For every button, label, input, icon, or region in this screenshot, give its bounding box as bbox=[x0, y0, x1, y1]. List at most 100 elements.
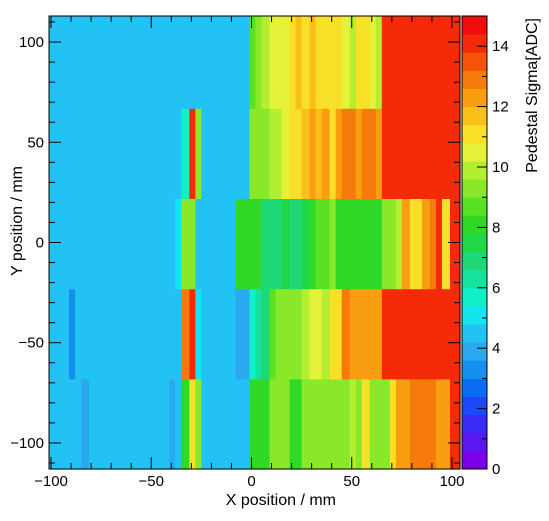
heatmap-cell bbox=[89, 378, 96, 470]
heatmap-cell bbox=[49, 108, 56, 199]
heatmap-cell bbox=[81, 108, 90, 199]
heatmap-cell bbox=[381, 198, 391, 290]
heatmap-cell bbox=[229, 108, 237, 199]
heatmap-cell bbox=[195, 378, 202, 470]
heatmap-cell bbox=[381, 108, 391, 199]
heatmap-cell bbox=[181, 108, 190, 199]
heatmap-cell bbox=[201, 288, 210, 380]
palette-swatch bbox=[462, 360, 487, 379]
z-tick-label: 2 bbox=[492, 401, 500, 418]
heatmap-cell bbox=[155, 16, 162, 109]
heatmap-cell bbox=[181, 16, 190, 109]
heatmap-cell bbox=[355, 16, 363, 109]
heatmap-cell bbox=[441, 108, 451, 199]
heatmap-cell bbox=[329, 108, 337, 199]
heatmap-cell bbox=[415, 16, 423, 109]
heatmap-cell bbox=[301, 108, 311, 199]
heatmap-cell bbox=[369, 16, 377, 109]
heatmap-cell bbox=[109, 288, 116, 380]
heatmap-cell bbox=[361, 378, 371, 470]
heatmap-cell bbox=[361, 16, 371, 109]
heatmap-cell bbox=[241, 378, 251, 470]
heatmap-cell bbox=[109, 378, 116, 470]
heatmap-cell bbox=[209, 288, 216, 380]
heatmap-cell bbox=[241, 16, 251, 109]
heatmap-cell bbox=[389, 198, 397, 290]
heatmap-cell bbox=[435, 288, 443, 380]
heatmap-cell bbox=[169, 378, 176, 470]
heatmap-cell bbox=[221, 288, 231, 380]
heatmap-cell bbox=[69, 378, 76, 470]
heatmap-cell bbox=[261, 108, 271, 199]
heatmap-cell bbox=[355, 108, 363, 199]
heatmap-cell bbox=[221, 378, 231, 470]
heatmap-cell bbox=[261, 288, 271, 380]
z-tick-label: 0 bbox=[492, 461, 500, 478]
heatmap-cell bbox=[275, 378, 283, 470]
heatmap-cell bbox=[309, 108, 317, 199]
heatmap-cell bbox=[375, 378, 383, 470]
heatmap-cell bbox=[115, 288, 122, 380]
heatmap-cell bbox=[75, 108, 82, 199]
heatmap-cell bbox=[95, 198, 102, 290]
heatmap-cell bbox=[295, 108, 303, 199]
heatmap-cell bbox=[395, 198, 403, 290]
heatmap-cell bbox=[289, 288, 297, 380]
y-axis-title: Y position / mm bbox=[9, 166, 26, 276]
heatmap-cell bbox=[335, 378, 343, 470]
heatmap-cell bbox=[301, 198, 311, 290]
heatmap-cell bbox=[155, 378, 162, 470]
heatmap-cell bbox=[401, 16, 411, 109]
heatmap-cell bbox=[135, 16, 142, 109]
heatmap-cell bbox=[109, 198, 116, 290]
palette-swatch bbox=[462, 179, 487, 198]
heatmap-cell bbox=[421, 378, 431, 470]
heatmap-cell bbox=[61, 198, 70, 290]
heatmap-cell bbox=[129, 378, 136, 470]
heatmap-cell bbox=[289, 198, 297, 290]
heatmap-cell bbox=[189, 108, 196, 199]
heatmap-cell bbox=[175, 198, 182, 290]
heatmap-cell bbox=[49, 378, 56, 470]
heatmap-cell bbox=[49, 288, 56, 380]
heatmap-cell bbox=[301, 378, 311, 470]
x-tick-label: −100 bbox=[34, 473, 68, 490]
heatmap-cell bbox=[301, 16, 311, 109]
heatmap-cell bbox=[55, 198, 62, 290]
heatmap-cell bbox=[355, 198, 363, 290]
heatmap-cell bbox=[321, 288, 331, 380]
heatmap-cell bbox=[315, 108, 323, 199]
heatmap-cell bbox=[175, 108, 182, 199]
heatmap-cell bbox=[215, 378, 223, 470]
heatmap-cell bbox=[395, 288, 403, 380]
heatmap-cell bbox=[281, 288, 291, 380]
heatmap-cell bbox=[69, 16, 76, 109]
heatmap-cell bbox=[375, 108, 383, 199]
heatmap-cell bbox=[155, 288, 162, 380]
heatmap-cell bbox=[181, 288, 190, 380]
heatmap-cell bbox=[189, 16, 196, 109]
x-tick-label: 50 bbox=[343, 473, 360, 490]
heatmap-cell bbox=[429, 288, 437, 380]
heatmap-cell bbox=[355, 288, 363, 380]
heatmap-cell bbox=[241, 288, 251, 380]
heatmap-cell bbox=[195, 108, 202, 199]
heatmap-cell bbox=[329, 198, 337, 290]
heatmap-cell bbox=[89, 198, 96, 290]
heatmap-cell bbox=[281, 16, 291, 109]
heatmap-cell bbox=[261, 378, 271, 470]
heatmap-cell bbox=[109, 16, 116, 109]
heatmap-cell bbox=[441, 288, 451, 380]
z-tick-label: 6 bbox=[492, 280, 500, 297]
heatmap-cell bbox=[141, 288, 150, 380]
heatmap-cell bbox=[129, 288, 136, 380]
heatmap-cell bbox=[229, 198, 237, 290]
x-axis-ticks: −100 −50 0 50 100 bbox=[34, 16, 464, 490]
heatmap-cell bbox=[89, 108, 96, 199]
palette-swatch bbox=[462, 396, 487, 416]
heatmap-cell bbox=[295, 288, 303, 380]
heatmap-cell bbox=[341, 198, 351, 290]
heatmap-cell bbox=[341, 288, 351, 380]
heatmap-cell bbox=[189, 288, 196, 380]
